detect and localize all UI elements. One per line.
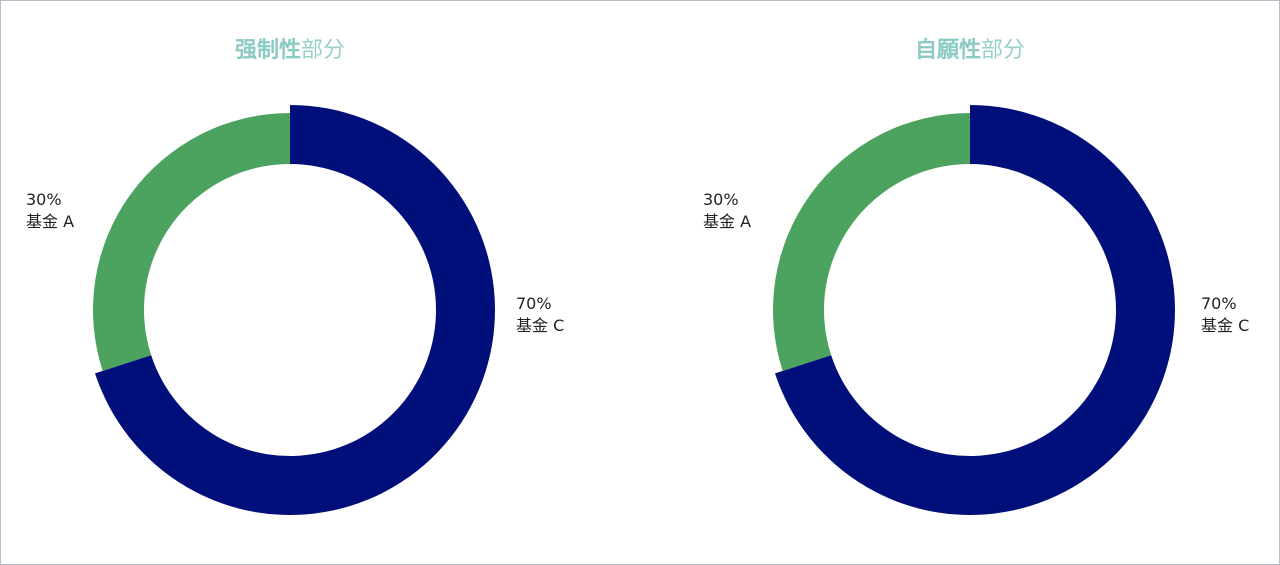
slice-fund-a [92, 113, 290, 371]
label-fund-c-mandatory: 70% 基金 C [516, 294, 565, 335]
chart-title-mandatory: 强制性部分 [234, 38, 346, 63]
label-fund-c-voluntary: 70% 基金 C [1201, 294, 1250, 335]
slice-fund-c [95, 105, 495, 515]
chart-title-voluntary: 自願性部分 [914, 38, 1026, 63]
label-fund-a-mandatory: 30% 基金 A [26, 190, 75, 231]
slice-fund-c [775, 105, 1175, 515]
label-fund-a-voluntary: 30% 基金 A [703, 190, 752, 231]
slice-fund-a [772, 113, 970, 371]
